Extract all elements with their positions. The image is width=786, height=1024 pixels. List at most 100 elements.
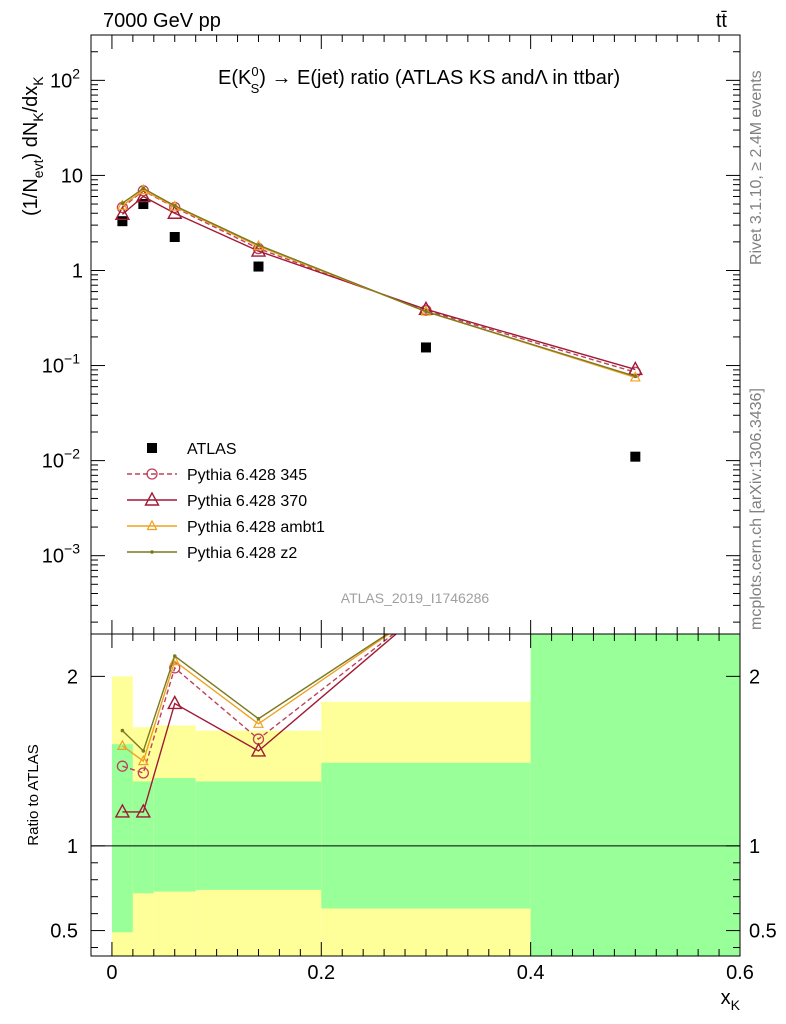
data-point: [114, 205, 131, 220]
series-pythia-6-428-ambt1: [116, 183, 641, 382]
y-tick-label: 102: [50, 65, 80, 92]
process-label: tt̄: [716, 10, 728, 32]
data-point: [172, 203, 177, 208]
ratio-y-axis: 0.5 0.5 1 1 2 2: [50, 666, 777, 949]
data-point: [120, 201, 125, 206]
uncertainty-bands: [91, 634, 740, 956]
legend-label: ATLAS: [187, 441, 237, 458]
series-line: [121, 189, 636, 373]
rivet-version-label: Rivet 3.1.10, ≥ 2.4M events: [748, 70, 765, 265]
data-point: [256, 243, 261, 247]
ratio-point: [141, 749, 146, 753]
y-tick-label: 1: [72, 260, 83, 282]
data-point: [138, 199, 149, 210]
ratio-y-tick-label: 0.5: [50, 921, 78, 943]
ratio-series-pythia-6-428-ambt1: [116, 634, 391, 766]
stat-band: [111, 744, 133, 933]
x-axis-label: xK: [721, 987, 741, 1013]
collision-energy-label: 7000 GeV pp: [103, 10, 221, 32]
ratio-point: [137, 754, 149, 766]
ratio-plot-panel: 0.5 0.5 1 1 2 2 0 0.2 0.4 0.6 Ratio to ATLAS xK: [25, 607, 777, 1013]
legend-item-pythia-6-428-370: Pythia 6.428 370: [127, 491, 307, 510]
data-point: [418, 300, 434, 316]
legend-item-pythia-6-428-z2: Pythia 6.428 z2: [127, 545, 297, 562]
y-tick-label: 10−1: [42, 351, 80, 378]
x-tick-label: 0.4: [517, 962, 545, 984]
y-tick-label: 10: [61, 165, 83, 187]
stat-band: [132, 781, 154, 894]
ratio-point: [120, 728, 125, 733]
legend-label: Pythia 6.428 345: [187, 467, 307, 484]
data-point: [141, 186, 146, 191]
ratio-y-tick-label-right: 1: [749, 836, 760, 858]
ratio-line: [122, 634, 398, 813]
stat-band: [321, 762, 531, 909]
data-point: [630, 451, 641, 462]
series-atlas: [117, 199, 641, 462]
legend-label: Pythia 6.428 ambt1: [187, 519, 325, 536]
ratio-point: [116, 760, 129, 772]
analysis-id-label: ATLAS_2019_I1746286: [341, 590, 490, 606]
ratio-y-axis-label: Ratio to ATLAS: [25, 744, 42, 845]
ratio-point: [252, 717, 264, 728]
y-tick-label: 10−3: [42, 541, 80, 568]
legend-item-atlas: ATLAS: [147, 441, 237, 458]
legend-marker: [146, 519, 158, 531]
legend-label: Pythia 6.428 z2: [187, 545, 297, 562]
data-point: [116, 199, 128, 210]
data-point: [169, 232, 180, 243]
ratio-point: [137, 767, 149, 779]
data-point: [424, 309, 428, 314]
y-tick-label: 10−2: [42, 446, 80, 473]
legend-label: Pythia 6.428 370: [187, 493, 307, 510]
ratio-point: [169, 654, 181, 666]
ratio-y-tick-label: 2: [67, 666, 78, 688]
ratio-point: [135, 803, 152, 818]
mcplots-label: mcplots.cern.ch [arXiv:1306.3436]: [748, 388, 765, 630]
ratio-x-axis: 0 0.2 0.4 0.6: [106, 634, 754, 984]
legend-marker: [150, 550, 154, 554]
stat-band: [153, 778, 196, 892]
ratio-point: [424, 607, 428, 611]
main-series-layer: [114, 183, 643, 462]
legend-marker: [147, 443, 157, 453]
x-tick-label: 0.2: [307, 962, 335, 984]
legend-marker: [146, 468, 158, 480]
legend-item-pythia-6-428-345: Pythia 6.428 345: [127, 467, 307, 484]
data-point: [627, 360, 643, 376]
ratio-y-tick-label: 1: [67, 836, 78, 858]
data-point: [629, 371, 641, 382]
ratio-point: [116, 739, 128, 750]
ratio-series-pythia-6-428-z2: [120, 607, 428, 753]
series-line: [121, 195, 636, 371]
ratio-line: [121, 634, 391, 763]
ratio-point: [167, 695, 183, 710]
main-y-axis: 10−3 10−2 10−1 1 10 102: [42, 34, 740, 623]
ratio-point: [250, 742, 267, 757]
ratio-series-pythia-6-428-370: [114, 634, 398, 818]
series-pythia-6-428-z2: [120, 186, 638, 379]
x-tick-label: 0: [106, 962, 117, 984]
data-point: [167, 204, 183, 219]
stat-band: [195, 781, 322, 890]
ratio-point: [256, 716, 261, 721]
legend-marker: [144, 491, 160, 506]
data-point: [633, 374, 638, 379]
main-plot-panel: 10−3 10−2 10−1 1 10 102 E(K0 S) → E(jet) ratio…: [20, 34, 741, 635]
legend-item-pythia-6-428-ambt1: Pythia 6.428 ambt1: [127, 519, 325, 536]
data-point: [253, 261, 264, 272]
data-point: [169, 200, 181, 211]
ratio-point: [172, 654, 177, 658]
x-tick-label: 0.6: [726, 962, 754, 984]
ratio-point: [114, 803, 131, 818]
data-point: [117, 216, 128, 227]
series-line: [121, 187, 636, 378]
main-y-axis-label: (1/Nevt) dNK/dxK: [20, 76, 46, 216]
stat-band: [530, 634, 740, 956]
plot-title: E(K0 S) → E(jet) ratio (ATLAS KS andΛ in …: [218, 64, 620, 96]
data-point: [420, 342, 431, 353]
ratio-line: [122, 634, 395, 774]
legend: ATLAS Pythia 6.428 345 Pythia 6.428 370 Pyt…: [127, 441, 325, 562]
main-x-axis: [111, 35, 741, 634]
